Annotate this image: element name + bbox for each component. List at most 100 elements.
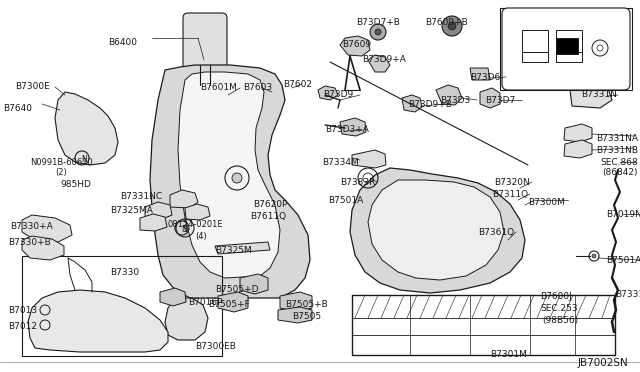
Polygon shape (160, 288, 186, 306)
Bar (556, 30, 582, 52)
Text: B73D7: B73D7 (485, 96, 515, 105)
Polygon shape (150, 65, 310, 298)
Bar (22, 256, 222, 356)
Text: B7301M: B7301M (490, 350, 527, 359)
Polygon shape (218, 292, 248, 312)
Text: N: N (81, 155, 87, 164)
Text: N: N (181, 225, 187, 234)
Polygon shape (470, 68, 490, 80)
Text: B7611Q: B7611Q (250, 212, 286, 221)
Text: B7013: B7013 (8, 306, 37, 315)
Circle shape (370, 24, 386, 40)
Text: SEC.868: SEC.868 (600, 158, 637, 167)
Polygon shape (140, 214, 167, 231)
Polygon shape (178, 72, 280, 278)
Text: B7012: B7012 (8, 322, 37, 331)
Text: (4): (4) (195, 232, 207, 241)
Polygon shape (145, 202, 172, 220)
Text: B7330: B7330 (110, 268, 139, 277)
Polygon shape (480, 88, 500, 108)
Text: B7383R: B7383R (340, 178, 376, 187)
Text: B7300M: B7300M (528, 198, 565, 207)
Text: B7609+B: B7609+B (425, 18, 468, 27)
Text: B7300EB: B7300EB (195, 342, 236, 351)
Polygon shape (22, 236, 64, 260)
Circle shape (442, 16, 462, 36)
Text: B73D9: B73D9 (323, 90, 353, 99)
Text: B7620P: B7620P (253, 200, 287, 209)
Text: B7501A: B7501A (328, 196, 364, 205)
Text: (98B56): (98B56) (542, 316, 578, 325)
FancyBboxPatch shape (502, 8, 630, 90)
Text: B73D6: B73D6 (470, 73, 500, 82)
Bar (500, 8, 632, 90)
Text: B7311Q: B7311Q (492, 190, 528, 199)
FancyBboxPatch shape (183, 13, 227, 71)
Text: B73D9+B: B73D9+B (408, 100, 452, 109)
Text: B7601M: B7601M (200, 83, 237, 92)
Text: B7325MA: B7325MA (110, 206, 153, 215)
Text: 985HD: 985HD (60, 180, 91, 189)
Text: B7505: B7505 (292, 312, 321, 321)
Text: 08124-0201E: 08124-0201E (168, 220, 223, 229)
Text: B7325M: B7325M (215, 246, 252, 255)
Text: B73D9+A: B73D9+A (362, 55, 406, 64)
Circle shape (375, 29, 381, 35)
Polygon shape (165, 298, 208, 340)
Text: B7331N: B7331N (581, 90, 617, 99)
Polygon shape (350, 168, 525, 293)
Polygon shape (436, 85, 462, 105)
Text: B7330+B: B7330+B (8, 238, 51, 247)
Polygon shape (55, 92, 118, 165)
Bar (522, 52, 548, 62)
Circle shape (592, 254, 596, 258)
Polygon shape (318, 86, 338, 100)
Text: B7330+A: B7330+A (10, 222, 52, 231)
Text: SEC.253: SEC.253 (540, 304, 578, 313)
Polygon shape (402, 95, 422, 112)
Text: B7505+D: B7505+D (215, 285, 259, 294)
Text: B7505+B: B7505+B (285, 300, 328, 309)
Polygon shape (352, 150, 386, 168)
Text: B7603: B7603 (243, 83, 272, 92)
Bar (556, 52, 582, 62)
Text: B7602: B7602 (283, 80, 312, 89)
Text: B6400: B6400 (108, 38, 137, 47)
Text: B7016P: B7016P (188, 298, 223, 307)
Polygon shape (22, 215, 72, 242)
Text: (86842): (86842) (602, 168, 637, 177)
Text: B7334M: B7334M (322, 158, 359, 167)
Polygon shape (280, 292, 312, 312)
Text: B7640: B7640 (3, 104, 32, 113)
Text: B7609: B7609 (342, 40, 371, 49)
Text: B7331ND: B7331ND (615, 290, 640, 299)
Text: B7600J: B7600J (540, 292, 572, 301)
Circle shape (448, 22, 456, 30)
Polygon shape (278, 307, 312, 323)
Bar (556, 38, 578, 54)
Polygon shape (564, 124, 592, 142)
Text: B7331NC: B7331NC (120, 192, 162, 201)
Text: B7331NA: B7331NA (596, 134, 638, 143)
Polygon shape (28, 290, 168, 352)
Text: B7361Q: B7361Q (478, 228, 514, 237)
Polygon shape (368, 180, 504, 280)
Text: B73D3+A: B73D3+A (325, 125, 369, 134)
Polygon shape (368, 55, 390, 72)
Circle shape (232, 173, 242, 183)
Polygon shape (564, 140, 592, 158)
Text: B7019N: B7019N (606, 210, 640, 219)
Text: B73D7+B: B73D7+B (356, 18, 400, 27)
Text: B7331NB: B7331NB (596, 146, 638, 155)
Polygon shape (240, 274, 268, 294)
Text: B7320N: B7320N (494, 178, 530, 187)
Text: B7505+F: B7505+F (208, 300, 250, 309)
Polygon shape (170, 190, 198, 208)
Polygon shape (185, 204, 210, 220)
Text: B7501A: B7501A (606, 256, 640, 265)
Polygon shape (215, 242, 270, 254)
Polygon shape (340, 36, 370, 56)
Text: JB7002SN: JB7002SN (578, 358, 628, 368)
Text: B7300E: B7300E (15, 82, 50, 91)
Text: N0991B-60610: N0991B-60610 (30, 158, 93, 167)
